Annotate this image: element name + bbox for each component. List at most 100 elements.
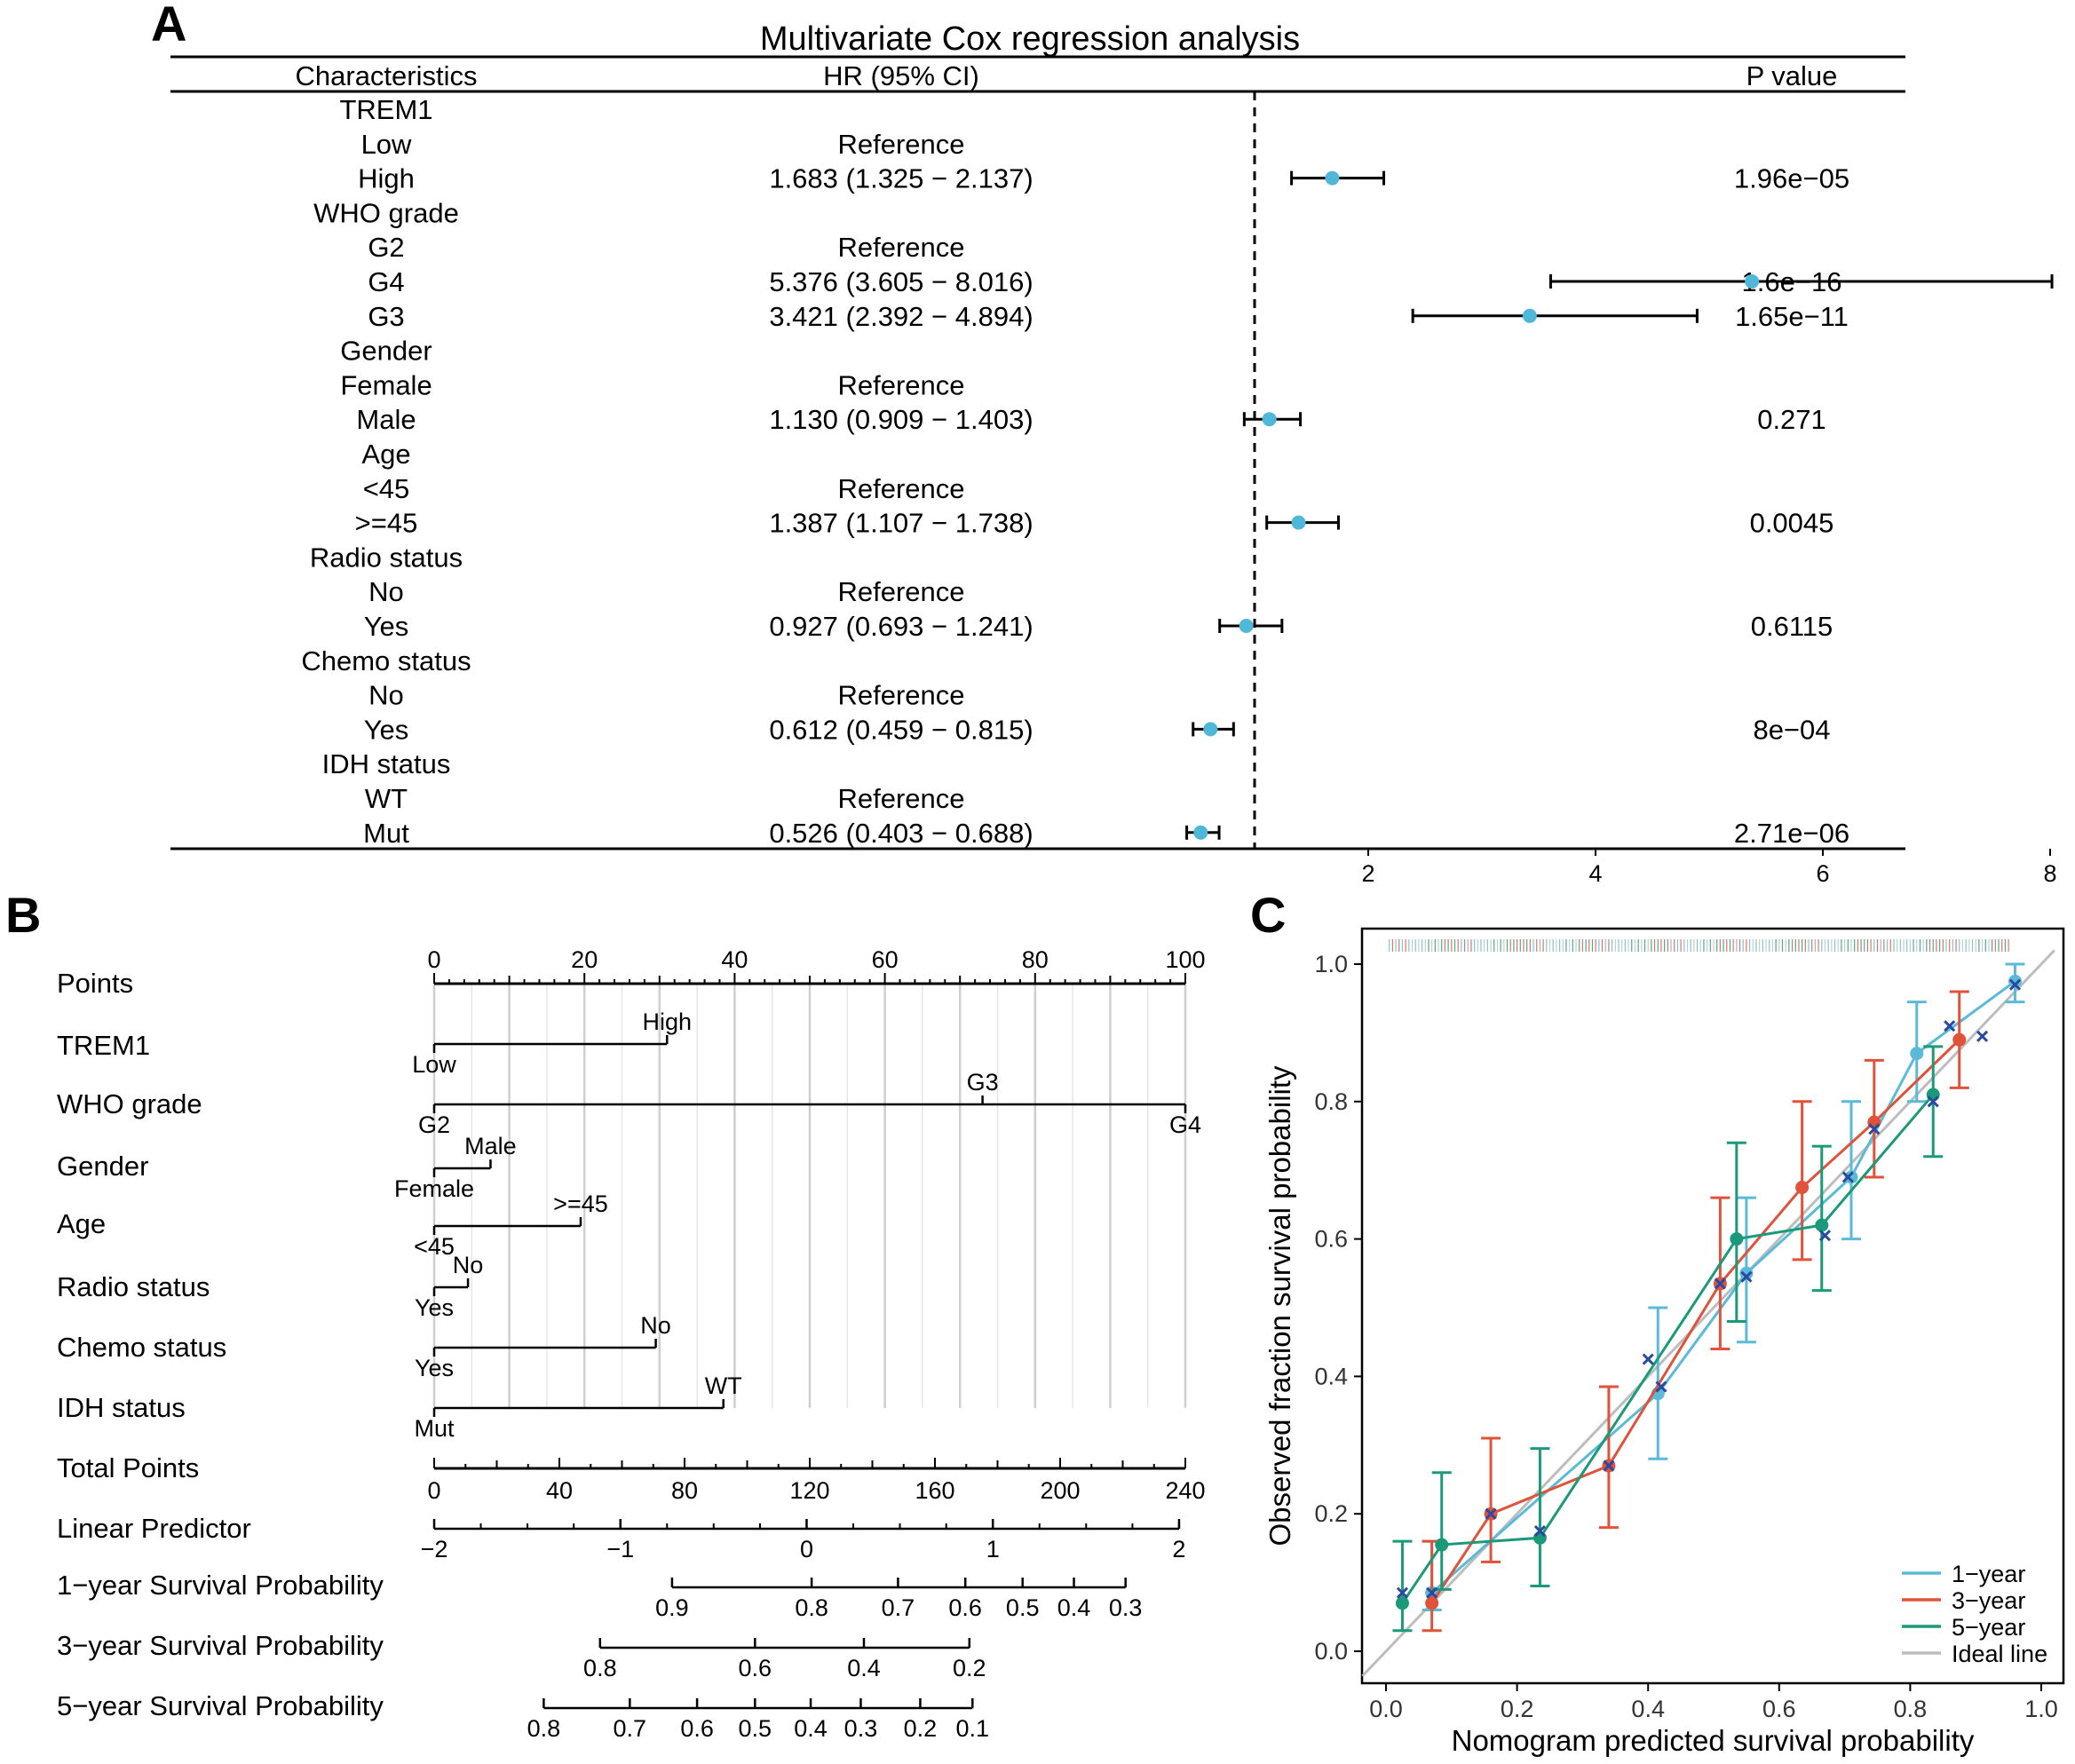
forest-plot: Multivariate Cox regression analysis Char…: [170, 20, 2057, 887]
forest-hr-point: [1291, 515, 1306, 530]
forest-hr-text: Reference: [837, 576, 964, 607]
nomogram-level-label: No: [640, 1312, 671, 1339]
forest-hr-point: [1522, 308, 1537, 323]
panel-letter-b: B: [5, 887, 41, 943]
nomogram-level-label: G4: [1169, 1111, 1201, 1138]
nomogram-level-label: Female: [394, 1175, 474, 1202]
forest-row-label: No: [368, 576, 404, 607]
calibration-y-tick-label: 0.2: [1314, 1500, 1348, 1527]
total-points-axis-tick-label: 40: [546, 1477, 573, 1504]
nomogram-scale-tick-label: 0.9: [655, 1594, 689, 1621]
points-axis-tick-label: 60: [872, 946, 899, 973]
forest-header-characteristics: Characteristics: [296, 60, 478, 91]
calibration-y-axis-label: Observed fraction survival probability: [1263, 1065, 1296, 1546]
calibration-legend-label: 3−year: [1952, 1587, 2025, 1614]
calibration-x-marker: [1927, 1096, 1939, 1108]
calibration-x-axis-label: Nomogram predicted survival probability: [1452, 1724, 1975, 1757]
nomogram-scale-tick-label: 0.2: [953, 1655, 986, 1681]
nomogram-level-label: Male: [464, 1133, 517, 1159]
forest-hr-text: 0.612 (0.459 − 0.815): [769, 714, 1033, 745]
forest-hr-text: 0.927 (0.693 − 1.241): [769, 611, 1033, 642]
forest-p-value: 0.271: [1757, 404, 1826, 435]
forest-p-value: 1.65e−11: [1735, 301, 1849, 332]
nomogram-scale-tick-label: 0.4: [847, 1655, 881, 1681]
nomogram-scale-tick-label: 0.5: [739, 1715, 772, 1742]
forest-hr-point: [1203, 722, 1218, 737]
panel-letter-a: A: [151, 0, 186, 51]
forest-group-label: Age: [361, 439, 410, 470]
calibration-point: [1795, 1181, 1810, 1195]
calibration-point: [1952, 1032, 1967, 1047]
forest-row-label: Low: [361, 129, 412, 160]
nomogram-scale-tick-label: 0.7: [614, 1715, 647, 1742]
calibration-series-line: [1430, 980, 2016, 1594]
calibration-plot: 0.0 0.2 0.4 0.6 0.8 1.0 0.0 0.2 0.4 0.6 0.8 1.0 Nomo…: [1263, 927, 2065, 1757]
forest-row-label: G4: [368, 266, 404, 297]
forest-hr-text: Reference: [837, 473, 964, 504]
forest-group-label: Chemo status: [301, 645, 471, 676]
nomogram-level-label: G3: [967, 1069, 999, 1096]
forest-row-label: Mut: [363, 818, 409, 849]
forest-hr-text: 1.387 (1.107 − 1.738): [769, 508, 1033, 539]
forest-group-label: Radio status: [310, 542, 463, 573]
forest-hr-text: 0.526 (0.403 − 0.688): [769, 818, 1033, 849]
forest-hr-point: [1239, 619, 1254, 633]
nomogram-row-label: Chemo status: [57, 1332, 226, 1363]
nomogram-level-label: G2: [418, 1111, 450, 1138]
forest-p-value: 1.96e−05: [1734, 163, 1849, 194]
forest-group-label: WHO grade: [313, 197, 459, 228]
calibration-x-marker: [1655, 1380, 1667, 1393]
forest-hr-point: [1262, 412, 1277, 427]
forest-hr-point: [1745, 274, 1760, 289]
nomogram-row-label: Linear Predictor: [57, 1513, 251, 1544]
calibration-ideal-line: [1361, 949, 2055, 1677]
calibration-point: [1532, 1531, 1547, 1545]
calibration-x-marker: [1976, 1030, 1989, 1042]
calibration-point: [1739, 1266, 1754, 1280]
points-axis-tick-label: 80: [1022, 946, 1049, 973]
nomogram-scale-tick-label: 0.8: [583, 1655, 617, 1681]
calibration-x-tick-label: 0.4: [1631, 1696, 1665, 1722]
nomogram-scale-tick-label: 0: [800, 1536, 813, 1562]
forest-hr-text: Reference: [837, 129, 964, 160]
nomogram-scale-tick-label: 0.6: [680, 1715, 714, 1742]
calibration-x-marker: [1868, 1123, 1881, 1135]
nomogram-scale-tick-label: −1: [606, 1536, 634, 1562]
forest-row-label: No: [368, 680, 404, 711]
calibration-x-marker: [1396, 1586, 1409, 1599]
forest-hr-text: 5.376 (3.605 − 8.016): [769, 266, 1033, 297]
calibration-point: [1425, 1596, 1439, 1610]
nomogram-scale-tick-label: −2: [421, 1536, 448, 1562]
nomogram-row-label: WHO grade: [57, 1088, 202, 1119]
total-points-axis-tick-label: 0: [427, 1477, 440, 1504]
nomogram-scale-tick-label: 0.6: [739, 1655, 772, 1681]
nomogram-level-label: Mut: [414, 1415, 455, 1442]
calibration-x-tick-label: 0.6: [1762, 1696, 1796, 1722]
nomogram-row-label: Gender: [57, 1151, 148, 1182]
nomogram-row-label: Points: [57, 968, 133, 999]
forest-hr-point: [1193, 825, 1208, 840]
calibration-y-tick-label: 1.0: [1314, 951, 1348, 977]
forest-group-label: IDH status: [322, 748, 451, 779]
calibration-x-marker: [1426, 1586, 1438, 1599]
total-points-axis-tick-label: 200: [1040, 1477, 1080, 1504]
calibration-x-tick-label: 0.8: [1894, 1696, 1928, 1722]
forest-hr-text: Reference: [837, 369, 964, 400]
total-points-axis-tick-label: 160: [915, 1477, 954, 1504]
nomogram-level-label: <45: [414, 1233, 455, 1260]
nomogram-row-label: 5−year Survival Probability: [57, 1690, 384, 1721]
nomogram-scale-tick-label: 0.4: [1057, 1594, 1091, 1621]
calibration-x-marker: [1944, 1020, 1956, 1032]
calibration-y-tick-label: 0.8: [1314, 1088, 1348, 1115]
nomogram-level-label: Low: [412, 1051, 456, 1078]
calibration-point: [2008, 974, 2022, 988]
forest-hr-point: [1325, 170, 1340, 186]
calibration-point: [1730, 1232, 1744, 1246]
forest-x-tick-label: 8: [2043, 860, 2056, 887]
forest-row-label: Male: [356, 404, 416, 435]
points-axis-tick-label: 100: [1165, 946, 1205, 973]
points-axis-tick-label: 40: [721, 946, 748, 973]
forest-p-value: 2.71e−06: [1734, 818, 1849, 849]
nomogram-level-label: No: [453, 1252, 484, 1278]
calibration-y-tick-label: 0.4: [1314, 1363, 1348, 1389]
